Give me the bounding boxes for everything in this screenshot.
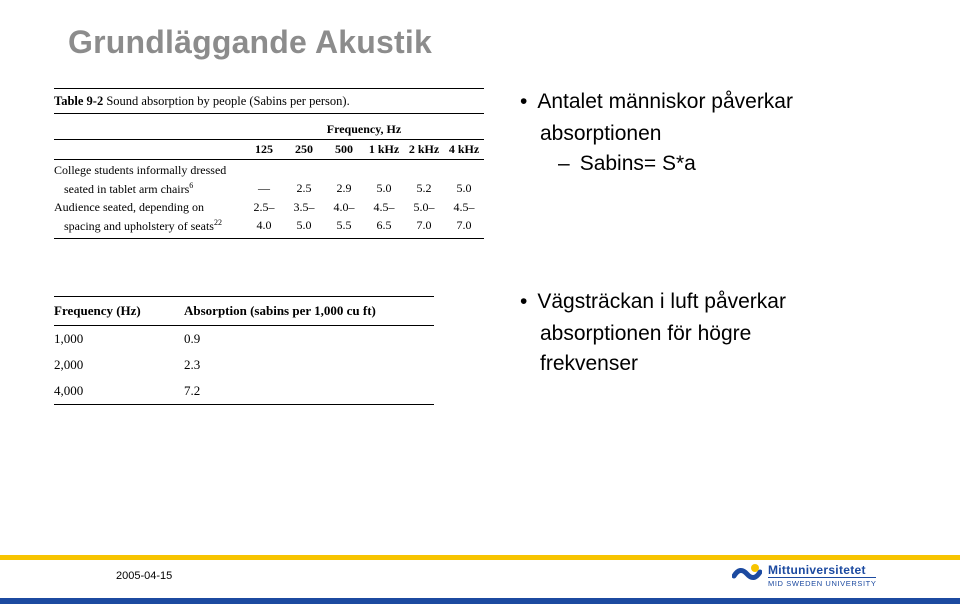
table-cell: 5.0	[444, 181, 484, 197]
table1-frequency-label: Frequency, Hz	[244, 120, 484, 139]
table-cell: 2.5–	[244, 200, 284, 215]
table2-col2-header: Absorption (sabins per 1,000 cu ft)	[184, 303, 434, 319]
table1-row-label: spacing and upholstery of seats22	[54, 218, 244, 234]
table1-header-spacer	[54, 120, 244, 139]
table-cell	[244, 163, 284, 178]
logo-mark-icon	[732, 560, 762, 590]
table-cell: 4.0	[244, 218, 284, 234]
table-cell: 5.5	[324, 218, 364, 234]
table1-row-label: Audience seated, depending on	[54, 200, 244, 215]
table-cell: 7.0	[444, 218, 484, 234]
table1-col: 125	[244, 140, 284, 159]
bullet-text: Vägsträckan i luft påverkar	[520, 290, 920, 314]
table-cell: 5.0	[284, 218, 324, 234]
table1-caption-text: Sound absorption by people (Sabins per p…	[106, 94, 349, 108]
table-cell: 6.5	[364, 218, 404, 234]
table-cell: 5.0–	[404, 200, 444, 215]
table1-row: College students informally dressed	[54, 160, 484, 178]
table-cell: 7.0	[404, 218, 444, 234]
table-cell: 4.0–	[324, 200, 364, 215]
table2-row: 4,000 7.2	[54, 378, 434, 405]
table-cell	[364, 163, 404, 178]
table-cell: —	[244, 181, 284, 197]
table-cell: 3.5–	[284, 200, 324, 215]
table1-col: 4 kHz	[444, 140, 484, 159]
footer-date: 2005-04-15	[116, 570, 172, 582]
table1-column-headers: 125 250 500 1 kHz 2 kHz 4 kHz	[54, 140, 484, 160]
table1-row: seated in tablet arm chairs6 — 2.5 2.9 5…	[54, 178, 484, 197]
table2-col1-header: Frequency (Hz)	[54, 303, 184, 319]
table1-caption: Table 9-2 Sound absorption by people (Sa…	[54, 88, 484, 114]
table2-row: 1,000 0.9	[54, 326, 434, 352]
table-cell: 4,000	[54, 383, 184, 399]
table1-col: 2 kHz	[404, 140, 444, 159]
table-cell: 2.9	[324, 181, 364, 197]
table-cell: 2,000	[54, 357, 184, 373]
table-sound-absorption-people: Table 9-2 Sound absorption by people (Sa…	[54, 88, 484, 239]
bullet-group-1: Antalet människor påverkar absorptionen …	[520, 90, 920, 176]
bullet-text: frekvenser	[540, 352, 920, 376]
table-cell	[404, 163, 444, 178]
bullet-group-2: Vägsträckan i luft påverkar absorptionen…	[520, 290, 920, 382]
table-cell: 2.5	[284, 181, 324, 197]
table1-caption-prefix: Table 9-2	[54, 94, 103, 108]
table1-col: 1 kHz	[364, 140, 404, 159]
table1-col: 250	[284, 140, 324, 159]
table-cell: 5.2	[404, 181, 444, 197]
footer-accent-bottom	[0, 598, 960, 604]
table1-row: spacing and upholstery of seats22 4.0 5.…	[54, 215, 484, 239]
table-absorption-air: Frequency (Hz) Absorption (sabins per 1,…	[54, 296, 434, 405]
logo-line1: Mittuniversitetet	[768, 563, 876, 577]
table-cell: 7.2	[184, 383, 434, 399]
table1-row-label-text: seated in tablet arm chairs	[64, 182, 189, 196]
table-cell: 5.0	[364, 181, 404, 197]
table-cell	[324, 163, 364, 178]
table-cell: 4.5–	[364, 200, 404, 215]
table-cell	[444, 163, 484, 178]
table1-header-group: Frequency, Hz	[54, 120, 484, 140]
table1-row-label-text: spacing and upholstery of seats	[64, 219, 214, 233]
table-cell: 4.5–	[444, 200, 484, 215]
table1-row-label: seated in tablet arm chairs6	[54, 181, 244, 197]
table-cell	[284, 163, 324, 178]
table2-header: Frequency (Hz) Absorption (sabins per 1,…	[54, 296, 434, 326]
logo-line2: MID SWEDEN UNIVERSITY	[768, 577, 876, 588]
table1-row-label: College students informally dressed	[54, 163, 244, 178]
bullet-text: absorptionen	[540, 122, 920, 146]
table1-sup: 6	[189, 181, 193, 190]
bullet-text: Antalet människor påverkar	[520, 90, 920, 114]
footer: 2005-04-15 Mittuniversitetet MID SWEDEN …	[0, 550, 960, 604]
table-cell: 0.9	[184, 331, 434, 347]
table1-colhead-spacer	[54, 140, 244, 159]
logo-text: Mittuniversitetet MID SWEDEN UNIVERSITY	[768, 563, 876, 588]
table1-row: Audience seated, depending on 2.5– 3.5– …	[54, 197, 484, 215]
bullet-text: absorptionen för högre	[540, 322, 920, 346]
table1-col: 500	[324, 140, 364, 159]
university-logo: Mittuniversitetet MID SWEDEN UNIVERSITY	[732, 560, 902, 590]
slide-title: Grundläggande Akustik	[68, 24, 432, 61]
table-cell: 2.3	[184, 357, 434, 373]
table2-row: 2,000 2.3	[54, 352, 434, 378]
table1-sup: 22	[214, 218, 222, 227]
sub-bullet-text: Sabins= S*a	[558, 152, 920, 176]
table-cell: 1,000	[54, 331, 184, 347]
slide: Grundläggande Akustik Table 9-2 Sound ab…	[0, 0, 960, 604]
